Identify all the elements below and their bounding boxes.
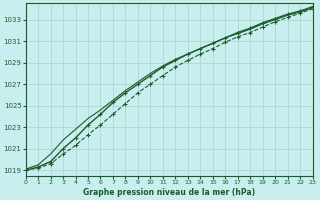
X-axis label: Graphe pression niveau de la mer (hPa): Graphe pression niveau de la mer (hPa) [83,188,255,197]
